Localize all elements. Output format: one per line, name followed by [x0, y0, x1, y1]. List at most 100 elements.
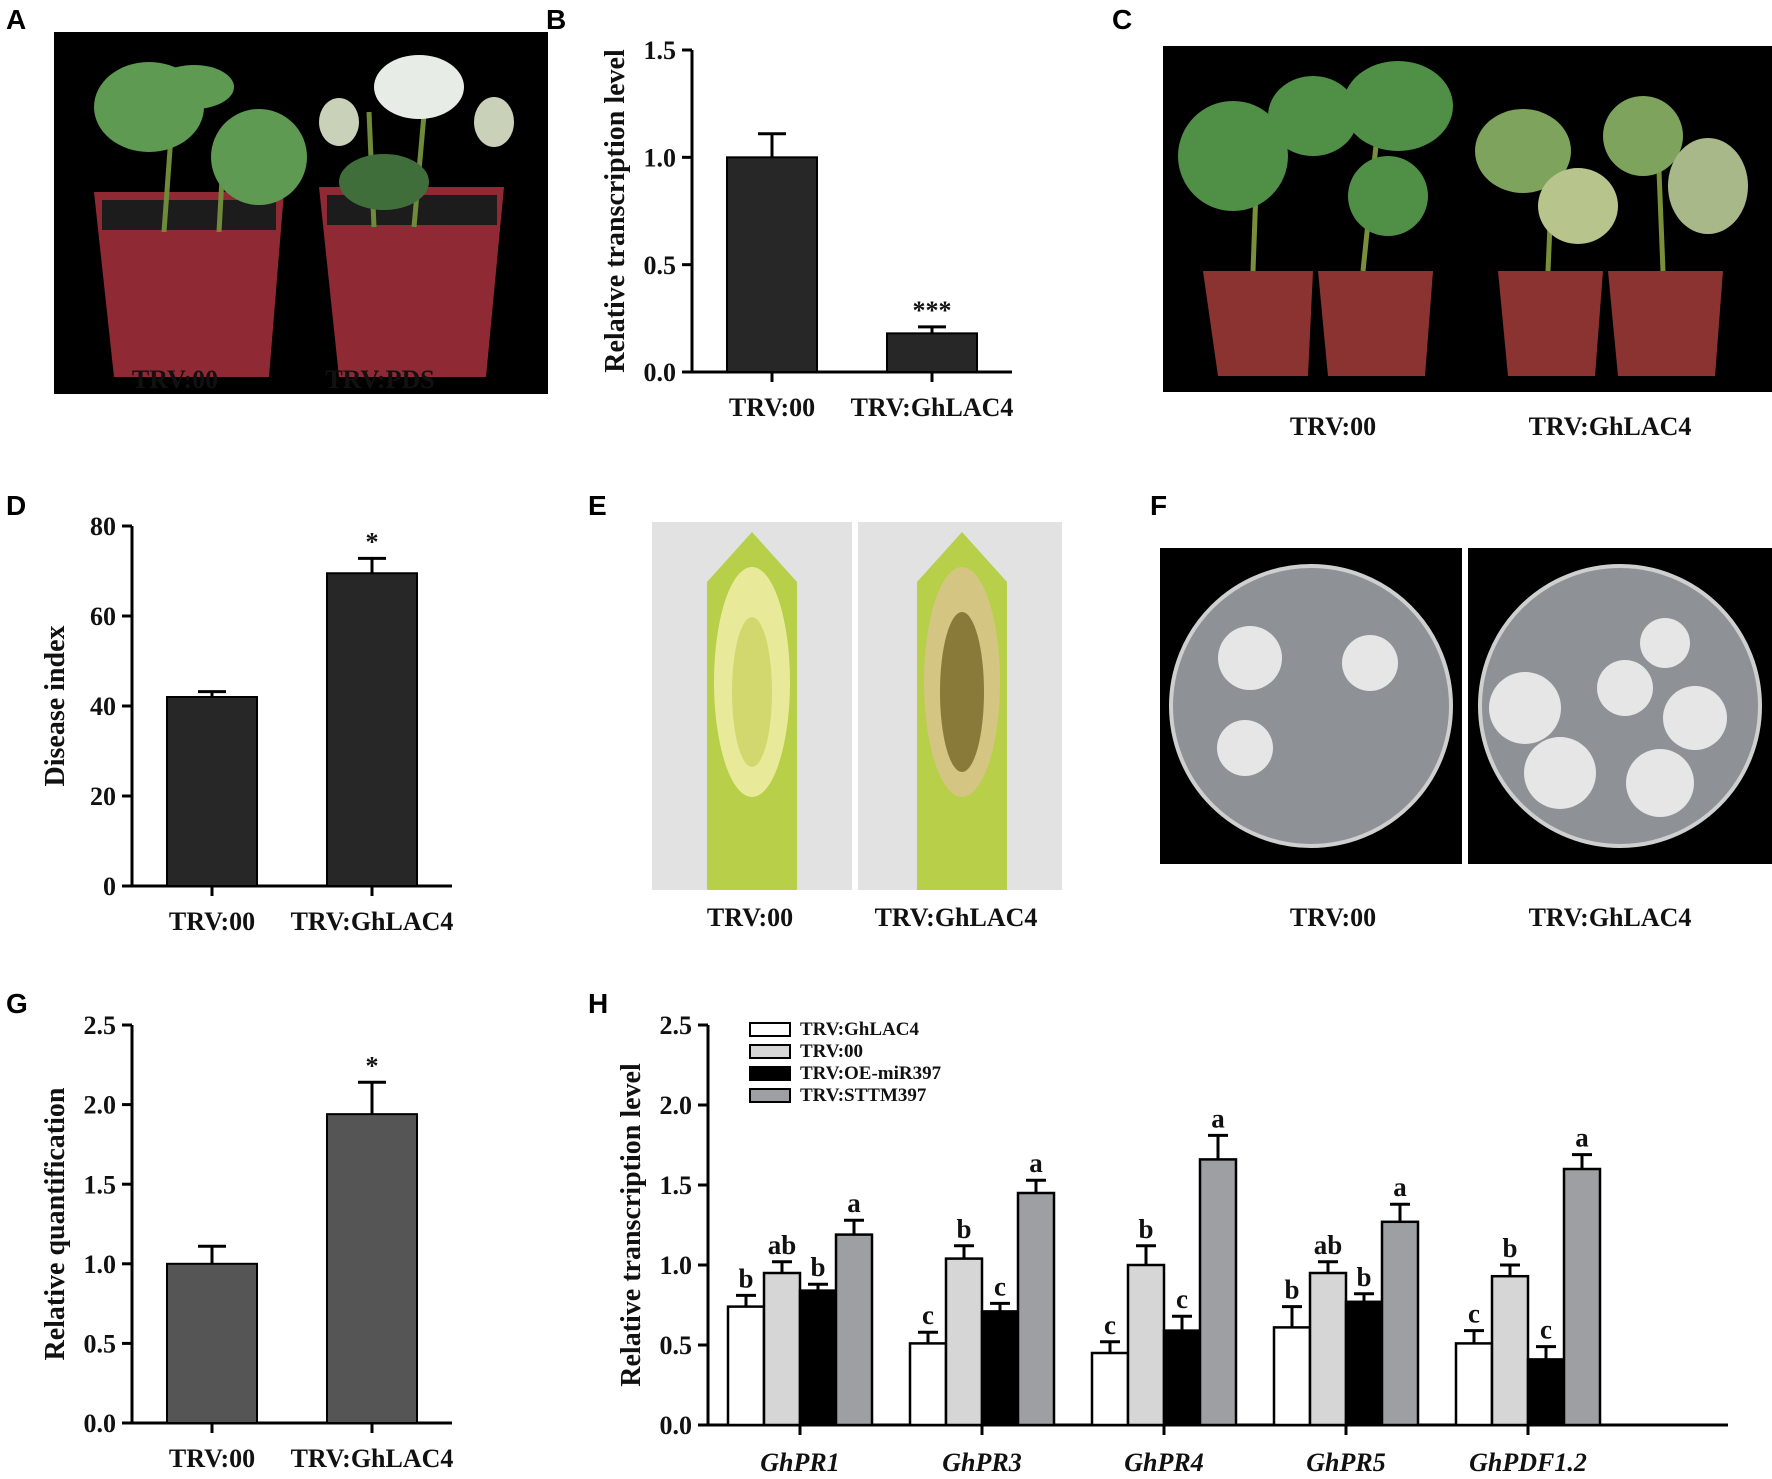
chart-h: 0.0 0.5 1.0 1.5 2.0 2.5 Relative transcription…: [616, 1011, 1728, 1477]
chart-h-xtick-label-4: GhPDF1.2: [1469, 1448, 1587, 1477]
chart-d: 0 20 40 60 80 Disease index TRV:00 TRV:GhLAC4 *: [40, 512, 454, 936]
chart-h-letter-3-0: b: [1284, 1275, 1299, 1305]
chart-b-bar-0: [726, 156, 818, 373]
chart-h-letter-1-3: a: [1029, 1148, 1043, 1178]
chart-h-legend-swatch-3: [749, 1088, 791, 1103]
chart-h-bar-0-2: [798, 1289, 838, 1427]
chart-d-ytick-label-1: 20: [90, 782, 116, 811]
chart-h-xtick-label-0: GhPR1: [760, 1448, 839, 1477]
chart-h-letter-2-1: b: [1138, 1214, 1153, 1244]
chart-h-ytick-label-0: 0.0: [660, 1411, 693, 1440]
chart-h-letter-4-3: a: [1575, 1123, 1589, 1153]
caption-f-left: TRV:00: [1289, 903, 1377, 932]
chart-h-bar-3-3: [1380, 1220, 1420, 1427]
panel-letter-d: D: [6, 490, 27, 521]
chart-h-bar-3-2: [1344, 1300, 1384, 1427]
chart-h-bar-3-0: [1272, 1326, 1312, 1427]
chart-h-bar-4-0: [1454, 1342, 1494, 1427]
chart-h-legend-swatch-1: [749, 1044, 791, 1059]
chart-b-ytick-label-2: 1.0: [644, 143, 677, 172]
chart-h-legend-swatch-2: [749, 1066, 791, 1081]
panel-letter-c: C: [1112, 4, 1133, 35]
chart-d-xtick-label-1: TRV:GhLAC4: [291, 907, 454, 936]
chart-h-legend-label-3: TRV:STTM397: [800, 1085, 927, 1106]
chart-b-xtick-label-0: TRV:00: [729, 393, 815, 422]
chart-h-ytick-label-2: 1.0: [660, 1251, 693, 1280]
chart-h-bar-1-0: [908, 1342, 948, 1427]
chart-h-letter-1-0: c: [922, 1300, 934, 1330]
chart-d-bar-0: [166, 696, 258, 887]
panel-letter-f: F: [1150, 490, 1168, 521]
stem-illustration: [652, 522, 1062, 890]
chart-g-bar-0: [166, 1262, 258, 1424]
chart-b-significance-1: ***: [913, 296, 952, 325]
chart-d-ylabel: Disease index: [40, 626, 71, 787]
chart-h-bar-2-1: [1126, 1263, 1166, 1427]
chart-h-legend-label-2: TRV:OE-miR397: [800, 1063, 942, 1084]
chart-b-xtick-label-1: TRV:GhLAC4: [851, 393, 1014, 422]
chart-h-letter-4-2: c: [1540, 1315, 1552, 1345]
chart-h-xtick-label-1: GhPR3: [942, 1448, 1021, 1477]
chart-h-letter-0-1: ab: [768, 1230, 797, 1260]
chart-d-ytick-label-3: 60: [90, 602, 116, 631]
photo-plants-infected: [1163, 46, 1772, 392]
chart-g-bar-1: [326, 1113, 418, 1424]
panel-letter-b: B: [546, 4, 567, 35]
chart-h-legend-swatch-0: [749, 1022, 791, 1037]
chart-h-bar-4-1: [1490, 1274, 1530, 1427]
chart-b-ylabel: Relative transcription level: [600, 49, 631, 373]
chart-g-significance-1: *: [366, 1051, 379, 1080]
chart-d-significance-1: *: [366, 527, 379, 556]
chart-b-ytick-label-1: 0.5: [644, 251, 677, 280]
chart-b-ytick-label-3: 1.5: [644, 36, 677, 65]
chart-h-bar-1-1: [944, 1257, 984, 1427]
photo-seedlings-pds: [54, 32, 548, 394]
chart-d-ytick-label-4: 80: [90, 512, 116, 541]
chart-g-ytick-label-4: 2.0: [84, 1091, 117, 1120]
chart-g-ytick-label-0: 0.0: [84, 1409, 117, 1438]
photo-stem-sections: [652, 522, 1062, 890]
panel-letter-h: H: [588, 988, 609, 1019]
panel-letter-e: E: [588, 490, 607, 521]
chart-h-bar-4-3: [1562, 1167, 1602, 1427]
chart-b: 0.0 0.5 1.0 1.5 Relative transcription level…: [600, 36, 1014, 422]
chart-h-bar-0-3: [834, 1233, 874, 1427]
chart-h-xtick-label-3: GhPR5: [1306, 1448, 1385, 1477]
chart-h-ytick-label-3: 1.5: [660, 1171, 693, 1200]
chart-h-letter-2-3: a: [1211, 1103, 1225, 1133]
chart-h-letter-3-3: a: [1393, 1172, 1407, 1202]
chart-h-letter-1-2: c: [994, 1271, 1006, 1301]
chart-h-ylabel: Relative transcription level: [616, 1063, 647, 1387]
chart-g-ytick-label-5: 2.5: [84, 1011, 117, 1040]
chart-h-bar-0-0: [726, 1305, 766, 1427]
chart-g-ytick-label-1: 0.5: [84, 1330, 117, 1359]
caption-c-right: TRV:GhLAC4: [1528, 412, 1692, 441]
chart-g-ylabel: Relative quantification: [40, 1087, 71, 1360]
petri-illustration: [1160, 548, 1772, 864]
chart-g: 0.0 0.5 1.0 1.5 2.0 2.5 Relative quantificatio…: [40, 1011, 453, 1473]
chart-h-bar-1-2: [980, 1310, 1020, 1427]
chart-b-ytick-label-0: 0.0: [644, 358, 677, 387]
chart-h-bar-2-3: [1198, 1158, 1238, 1427]
chart-h-bar-2-2: [1162, 1329, 1202, 1427]
chart-h-legend-label-0: TRV:GhLAC4: [800, 1019, 919, 1040]
chart-d-bar-1: [326, 572, 418, 887]
chart-h-ytick-label-4: 2.0: [660, 1091, 693, 1120]
chart-h-letter-0-2: b: [810, 1252, 825, 1282]
chart-h-letter-3-2: b: [1356, 1262, 1371, 1292]
caption-e-left: TRV:00: [706, 903, 794, 932]
chart-h-letter-4-1: b: [1502, 1233, 1517, 1263]
chart-h-bar-1-3: [1016, 1191, 1056, 1427]
chart-h-bar-0-1: [762, 1271, 802, 1427]
chart-h-bar-2-0: [1090, 1351, 1130, 1427]
plants-illustration: [1163, 46, 1772, 392]
chart-h-xtick-label-2: GhPR4: [1124, 1448, 1203, 1477]
chart-h-ytick-label-1: 0.5: [660, 1331, 693, 1360]
chart-h-bar-4-2: [1526, 1358, 1566, 1427]
caption-a-left: TRV:00: [131, 365, 219, 394]
chart-h-letter-4-0: c: [1468, 1299, 1480, 1329]
panel-letter-g: G: [6, 988, 28, 1019]
chart-d-xtick-label-0: TRV:00: [169, 907, 255, 936]
chart-h-letter-2-0: c: [1104, 1310, 1116, 1340]
seedlings-illustration: [54, 32, 548, 394]
